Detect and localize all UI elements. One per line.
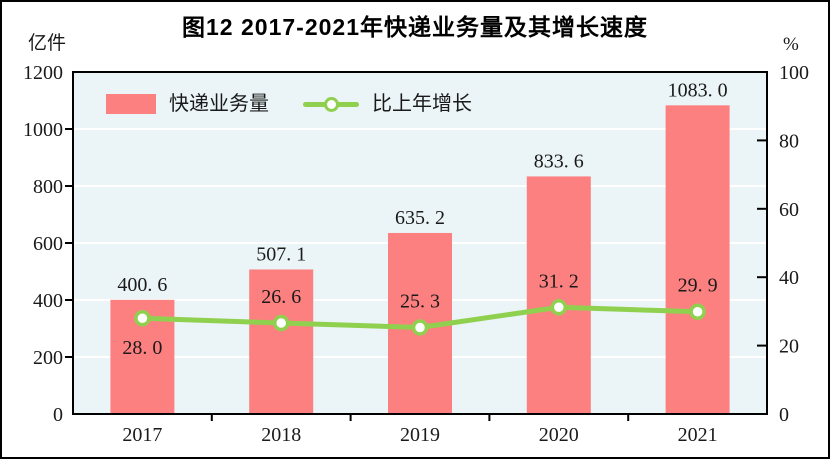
bar-value-label-2018: 507. 1 (256, 243, 306, 265)
left-axis-unit-label: 亿件 (28, 33, 67, 54)
right-axis-unit-label: % (783, 34, 799, 55)
bar-series-swatch-icon (106, 94, 156, 114)
line-value-label-2019: 25. 3 (400, 290, 440, 312)
line-swatch-marker-icon (324, 97, 339, 112)
line-series-legend-label: 比上年增长 (372, 93, 472, 115)
right-axis-tick-label: 20 (779, 336, 799, 358)
left-axis-tick-label: 600 (33, 233, 63, 255)
bar-value-label-2017: 400. 6 (117, 274, 167, 296)
bar-2020 (526, 176, 591, 414)
left-axis-tick-label: 200 (33, 347, 63, 369)
bar-value-label-2019: 635. 2 (395, 207, 445, 229)
bar-2021 (665, 105, 730, 414)
line-value-label-2020: 31. 2 (539, 270, 579, 292)
legend: 快递业务量 比上年增长 (106, 92, 472, 116)
left-axis-tick-label: 1200 (23, 62, 63, 84)
line-marker-2020 (550, 299, 568, 316)
bar-value-label-2020: 833. 6 (534, 150, 584, 172)
line-marker-2019 (411, 319, 429, 336)
bar-series-legend-label: 快递业务量 (169, 93, 269, 115)
left-axis-tick-label: 800 (33, 176, 63, 198)
line-series-swatch-icon (303, 92, 359, 116)
bar-2018 (249, 269, 314, 414)
line-marker-2021 (689, 303, 706, 320)
right-axis-tick-label: 0 (779, 404, 789, 426)
left-axis-tick-label: 1000 (23, 119, 63, 141)
left-axis-tick-label: 400 (33, 290, 63, 312)
left-axis-tick-label: 0 (53, 404, 63, 426)
x-axis-category-label: 2019 (400, 424, 440, 446)
right-axis-tick-label: 100 (779, 62, 809, 84)
right-axis-tick-label: 80 (779, 130, 799, 152)
bar-value-label-2021: 1083. 0 (668, 79, 728, 101)
line-value-label-2018: 26. 6 (261, 286, 301, 308)
right-axis-tick-label: 40 (779, 267, 799, 289)
line-marker-2017 (134, 309, 151, 327)
line-value-label-2017: 28. 0 (122, 337, 162, 359)
line-value-label-2021: 29. 9 (678, 275, 718, 297)
x-axis-category-label: 2017 (122, 424, 162, 446)
right-axis-tick-label: 60 (779, 199, 799, 221)
chart-title: 图12 2017-2021年快递业务量及其增长速度 (182, 14, 648, 40)
line-marker-2018 (272, 314, 290, 332)
x-axis-category-label: 2021 (678, 424, 718, 446)
x-axis-category-label: 2020 (539, 424, 579, 446)
x-axis-category-label: 2018 (261, 424, 301, 446)
